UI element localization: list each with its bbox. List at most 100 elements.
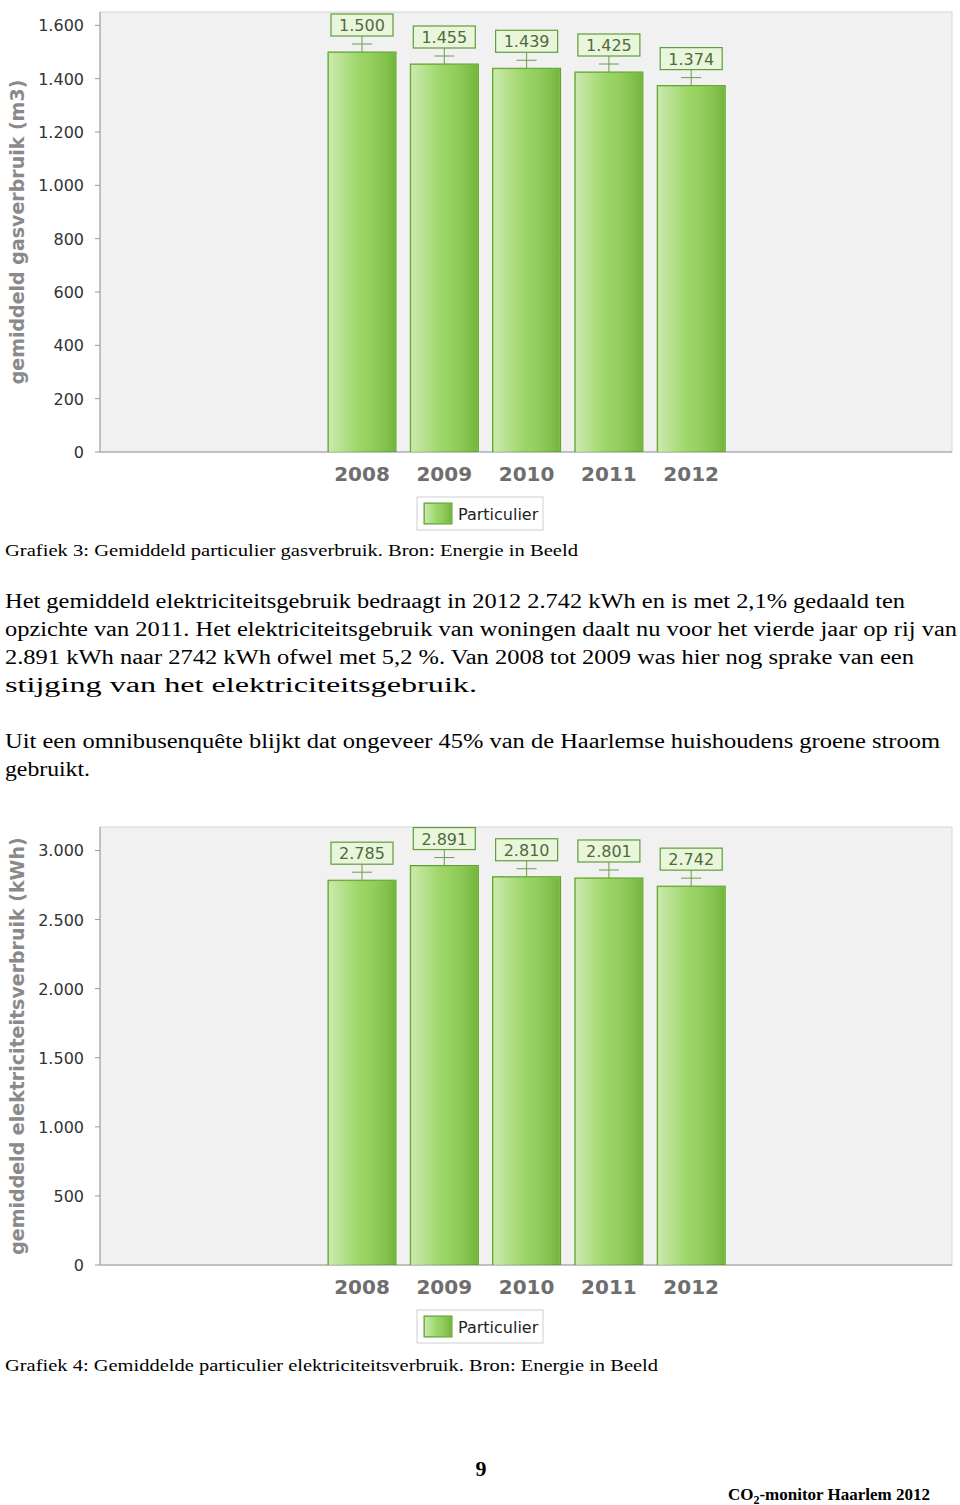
labels: 200820092010201120122.7852.8912.8102.801… bbox=[331, 828, 722, 1343]
y-tick-label: 3.000 bbox=[38, 841, 84, 860]
paragraph-line: opzichte van 2011. Het elektriciteitsgeb… bbox=[5, 618, 957, 641]
y-tick-label: 2.000 bbox=[38, 980, 84, 999]
y-tick bbox=[95, 1265, 100, 1266]
x-tick-label: 2009 bbox=[416, 1275, 472, 1299]
x-tick-label: 2011 bbox=[581, 462, 637, 486]
y-tick bbox=[95, 345, 100, 346]
y-axis bbox=[100, 827, 101, 1265]
y-tick-label: 1.500 bbox=[38, 1049, 84, 1068]
paragraph-line: 2.891 kWh naar 2742 kWh ofwel met 5,2 %.… bbox=[5, 646, 914, 669]
x-tick-label: 2009 bbox=[416, 462, 472, 486]
legend-box bbox=[417, 497, 543, 530]
label-box bbox=[331, 842, 393, 864]
y-tick-label: 400 bbox=[53, 336, 84, 355]
label-box bbox=[496, 30, 558, 52]
bar-shine bbox=[329, 53, 395, 452]
data-label: 2.785 bbox=[339, 844, 385, 863]
data-label: 1.439 bbox=[504, 32, 550, 51]
y-tick bbox=[95, 1126, 100, 1127]
bars bbox=[328, 52, 725, 452]
bar bbox=[410, 866, 478, 1265]
y-tick bbox=[95, 452, 100, 453]
bar bbox=[410, 64, 478, 452]
plot-area bbox=[100, 827, 952, 1265]
data-label: 1.425 bbox=[586, 36, 632, 55]
y-tick-label: 1.400 bbox=[38, 70, 84, 89]
legend-label: Particulier bbox=[458, 1318, 539, 1337]
data-label: 2.810 bbox=[504, 841, 550, 860]
y-tick-label: 1.000 bbox=[38, 1118, 84, 1137]
caption: Grafiek 4: Gemiddelde particulier elektr… bbox=[5, 1356, 659, 1375]
x-tick-label: 2012 bbox=[663, 462, 719, 486]
page-number: 9 bbox=[476, 1456, 487, 1481]
label-box bbox=[331, 14, 393, 36]
y-tick-label: 500 bbox=[53, 1187, 84, 1206]
page: 02004006008001.0001.2001.4001.600gemidde… bbox=[0, 0, 960, 1505]
x-tick-label: 2008 bbox=[334, 462, 390, 486]
bar-shine bbox=[494, 878, 560, 1265]
data-label: 2.801 bbox=[586, 842, 632, 861]
paragraph-line: Het gemiddeld elektriciteitsgebruik bedr… bbox=[5, 590, 905, 613]
x-tick-label: 2012 bbox=[663, 1275, 719, 1299]
bar bbox=[575, 72, 643, 452]
y-tick bbox=[95, 238, 100, 239]
legend-swatch bbox=[424, 503, 452, 524]
chart: 02004006008001.0001.2001.4001.600gemidde… bbox=[5, 12, 952, 560]
bar bbox=[575, 878, 643, 1265]
label-pointer bbox=[434, 857, 454, 858]
bar-shine bbox=[576, 879, 642, 1265]
y-tick bbox=[95, 292, 100, 293]
bar bbox=[328, 52, 396, 452]
y-tick-label: 0 bbox=[74, 1256, 84, 1275]
y-tick-label: 200 bbox=[53, 390, 84, 409]
x-tick-label: 2008 bbox=[334, 1275, 390, 1299]
legend-label: Particulier bbox=[458, 505, 539, 524]
x-tick-label: 2011 bbox=[581, 1275, 637, 1299]
y-tick-label: 2.500 bbox=[38, 911, 84, 930]
bar-shine bbox=[658, 87, 724, 452]
plot-area bbox=[100, 12, 952, 452]
bar-shine bbox=[494, 69, 560, 452]
y-tick-label: 600 bbox=[53, 283, 84, 302]
x-tick-label: 2010 bbox=[499, 1275, 555, 1299]
y-tick-label: 800 bbox=[53, 230, 84, 249]
y-tick bbox=[95, 78, 100, 79]
bar bbox=[328, 880, 396, 1265]
label-pointer bbox=[352, 44, 372, 45]
y-axis bbox=[100, 12, 101, 452]
caption: Grafiek 3: Gemiddeld particulier gasverb… bbox=[5, 541, 579, 560]
label-pointer bbox=[681, 77, 701, 78]
label-box bbox=[413, 26, 475, 48]
x-tick-label: 2010 bbox=[499, 462, 555, 486]
footer: CO2-monitor Haarlem 2012 bbox=[728, 1485, 930, 1505]
y-tick-label: 0 bbox=[74, 443, 84, 462]
bar-shine bbox=[576, 73, 642, 452]
y-tick bbox=[95, 1057, 100, 1058]
footer-text: -monitor Haarlem 2012 bbox=[759, 1485, 930, 1504]
y-tick-label: 1.000 bbox=[38, 176, 84, 195]
y-tick bbox=[95, 132, 100, 133]
label-box bbox=[413, 828, 475, 850]
bar bbox=[493, 877, 561, 1265]
chart: 05001.0001.5002.0002.5003.000gemiddeld e… bbox=[5, 827, 952, 1375]
label-pointer bbox=[681, 878, 701, 879]
label-box bbox=[578, 34, 640, 56]
label-pointer bbox=[352, 872, 372, 873]
label-box bbox=[578, 840, 640, 862]
legend-swatch-shine bbox=[425, 1317, 451, 1336]
y-tick bbox=[95, 850, 100, 851]
y-tick bbox=[95, 398, 100, 399]
bar bbox=[657, 86, 725, 452]
y-axis-title: gemiddeld gasverbruik (m3) bbox=[6, 80, 28, 385]
data-label: 1.374 bbox=[668, 50, 714, 69]
label-pointer bbox=[517, 868, 537, 869]
label-pointer bbox=[599, 869, 619, 870]
label-pointer bbox=[517, 60, 537, 61]
label-box bbox=[496, 839, 558, 861]
y-tick bbox=[95, 185, 100, 186]
bar-shine bbox=[658, 887, 724, 1265]
y-tick bbox=[95, 988, 100, 989]
y-tick-label: 1.600 bbox=[38, 16, 84, 35]
legend-swatch-shine bbox=[425, 504, 451, 523]
label-box bbox=[660, 48, 722, 70]
